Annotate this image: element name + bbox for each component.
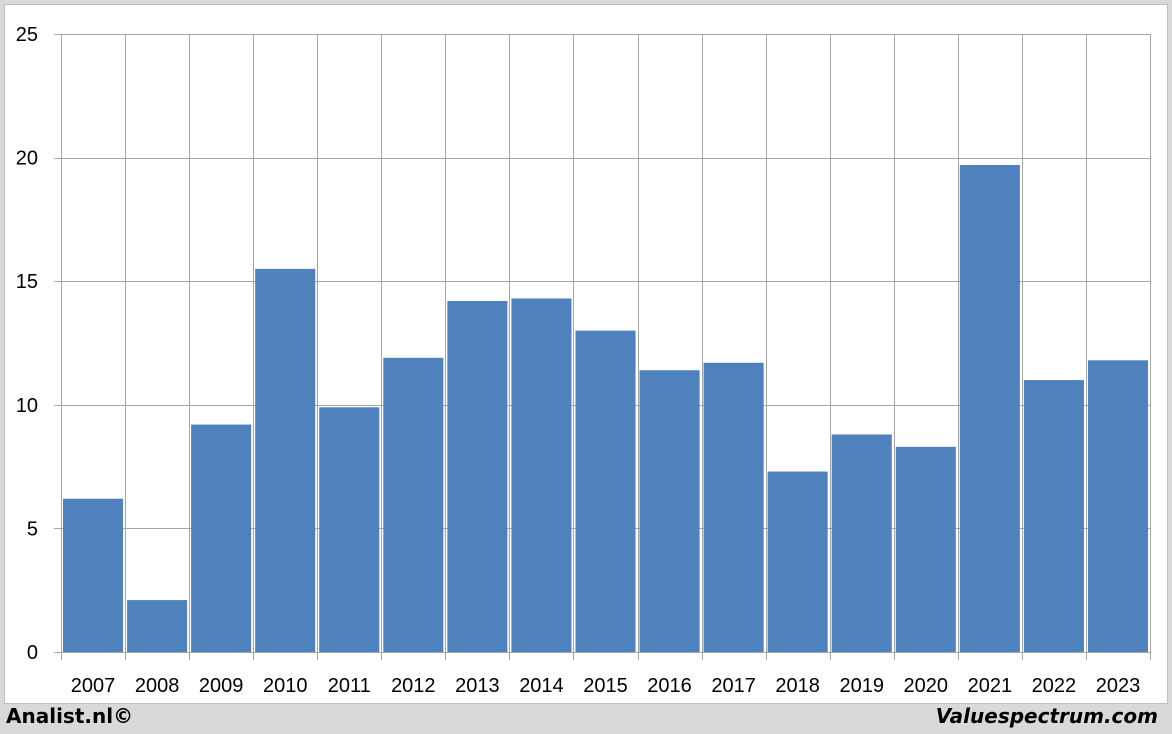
y-tick-label: 20 <box>16 148 38 170</box>
bar-2013 <box>447 300 508 652</box>
bar-2011 <box>319 407 380 652</box>
bar-2009 <box>191 424 252 652</box>
source-credit-right: Valuespectrum.com <box>935 704 1158 728</box>
bar-2010 <box>255 268 316 652</box>
x-tick-label: 2010 <box>263 675 308 697</box>
bar-2020 <box>895 446 956 652</box>
x-tick-label: 2007 <box>71 675 116 697</box>
bar-2017 <box>703 362 764 652</box>
y-tick-label: 25 <box>16 24 38 46</box>
x-tick-label: 2014 <box>519 675 564 697</box>
x-tick-label: 2020 <box>904 675 949 697</box>
x-tick-label: 2009 <box>199 675 244 697</box>
x-tick-label: 2022 <box>1032 675 1077 697</box>
x-tick-label: 2013 <box>455 675 500 697</box>
x-tick-label: 2008 <box>135 675 180 697</box>
x-tick-label: 2019 <box>839 675 884 697</box>
bar-2018 <box>767 471 828 652</box>
bar-2023 <box>1087 360 1148 652</box>
x-tick-label: 2021 <box>968 675 1013 697</box>
source-credit-left: Analist.nl© <box>6 704 134 728</box>
y-tick-label: 0 <box>27 642 38 664</box>
bar-2008 <box>127 600 188 652</box>
x-tick-label: 2015 <box>583 675 628 697</box>
x-tick-label: 2012 <box>391 675 436 697</box>
bar-2012 <box>383 357 444 652</box>
x-tick-label: 2018 <box>775 675 820 697</box>
bar-2015 <box>575 330 636 652</box>
bar-2014 <box>511 298 572 652</box>
bar-2016 <box>639 370 700 652</box>
x-tick-label: 2011 <box>328 675 371 697</box>
bar-2021 <box>959 165 1020 653</box>
bar-2022 <box>1023 380 1084 652</box>
bar-2007 <box>63 498 124 652</box>
bar-2019 <box>831 434 892 652</box>
x-tick-label: 2016 <box>647 675 692 697</box>
y-tick-label: 10 <box>16 395 38 417</box>
y-tick-label: 5 <box>27 518 38 540</box>
x-tick-label: 2023 <box>1096 675 1141 697</box>
x-tick-label: 2017 <box>711 675 756 697</box>
y-tick-label: 15 <box>16 271 38 293</box>
